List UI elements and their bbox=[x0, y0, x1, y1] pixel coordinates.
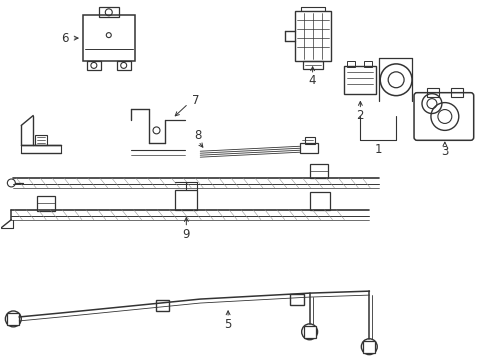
Bar bbox=[305, 137, 315, 144]
Text: 7: 7 bbox=[192, 94, 199, 107]
Bar bbox=[87, 61, 101, 70]
Text: 5: 5 bbox=[224, 318, 232, 331]
Bar bbox=[304, 326, 316, 338]
Text: 1: 1 bbox=[374, 143, 382, 156]
Text: 9: 9 bbox=[183, 228, 190, 241]
Bar bbox=[175, 190, 197, 210]
Bar bbox=[427, 88, 439, 96]
Text: 3: 3 bbox=[441, 145, 448, 158]
Bar bbox=[451, 88, 463, 96]
Bar bbox=[303, 61, 322, 69]
Text: 4: 4 bbox=[309, 74, 317, 87]
Bar bbox=[7, 313, 19, 325]
Bar bbox=[35, 135, 47, 145]
Bar bbox=[290, 294, 304, 305]
Bar bbox=[300, 143, 318, 153]
Bar bbox=[347, 61, 355, 67]
Bar bbox=[99, 7, 119, 17]
Bar bbox=[363, 341, 375, 353]
Text: 2: 2 bbox=[357, 109, 364, 122]
Bar bbox=[310, 164, 327, 178]
Text: 8: 8 bbox=[195, 129, 202, 142]
Bar bbox=[155, 300, 170, 311]
Bar bbox=[37, 196, 55, 211]
Bar bbox=[83, 15, 135, 61]
Bar bbox=[310, 192, 329, 210]
Bar bbox=[117, 61, 131, 70]
Bar bbox=[294, 11, 331, 61]
Bar bbox=[365, 61, 372, 67]
Bar bbox=[344, 66, 376, 94]
Text: 6: 6 bbox=[61, 32, 69, 45]
